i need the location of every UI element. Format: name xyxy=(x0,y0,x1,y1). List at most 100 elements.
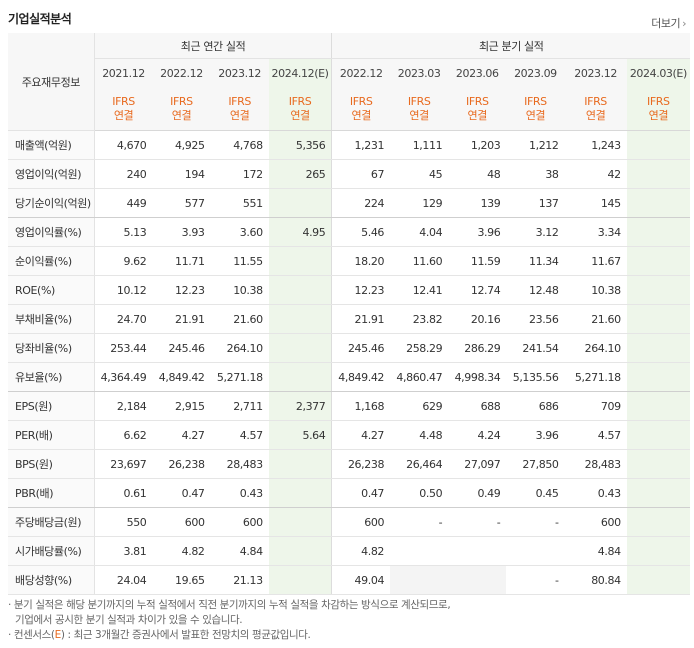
value-cell: 688 xyxy=(448,391,507,421)
ifrs-header: IFRS 연결 xyxy=(331,88,391,131)
value-cell: 12.48 xyxy=(506,275,565,305)
row-label: 매출액(억원) xyxy=(8,130,95,160)
value-cell: 194 xyxy=(152,159,211,189)
value-cell: 4.84 xyxy=(210,536,269,566)
value-cell: 67 xyxy=(331,159,391,189)
value-cell: 4.82 xyxy=(152,536,211,566)
note-1: · 분기 실적은 해당 분기까지의 누적 실적에서 직전 분기까지의 누적 실적… xyxy=(8,599,451,611)
value-cell: 9.62 xyxy=(94,246,153,276)
value-cell: 28,483 xyxy=(210,449,269,479)
basis-label: 연결 xyxy=(467,109,488,122)
more-link[interactable]: 더보기 › xyxy=(651,15,686,31)
period-header: 2023.03 xyxy=(390,58,449,88)
ifrs-label: IFRS xyxy=(524,95,547,108)
value-cell: 600 xyxy=(152,507,211,537)
table-row: 배당성향(%) 24.04 19.65 21.13 49.04 -80.84 xyxy=(8,565,690,595)
value-cell: 1,243 xyxy=(564,130,627,160)
value-cell: 4.04 xyxy=(390,217,449,247)
ifrs-header: IFRS 연결 xyxy=(94,88,153,131)
value-cell: 20.16 xyxy=(448,304,507,334)
value-cell: 5.13 xyxy=(94,217,153,247)
value-cell: 24.70 xyxy=(94,304,153,334)
value-cell: 4,364.49 xyxy=(94,362,153,392)
value-cell xyxy=(268,565,332,595)
basis-label: 연결 xyxy=(585,109,606,122)
value-cell: 12.23 xyxy=(331,275,391,305)
value-cell xyxy=(506,536,565,566)
value-cell: 172 xyxy=(210,159,269,189)
value-cell: 600 xyxy=(210,507,269,537)
table-row: PBR(배) 0.61 0.47 0.43 0.47 0.50 0.49 0.45 0.43 xyxy=(8,478,690,508)
value-cell: 23.82 xyxy=(390,304,449,334)
value-cell xyxy=(626,130,690,160)
value-cell xyxy=(626,507,690,537)
value-cell: 577 xyxy=(152,188,211,218)
value-cell: 3.96 xyxy=(448,217,507,247)
ifrs-label: IFRS xyxy=(170,95,193,108)
value-cell: 11.55 xyxy=(210,246,269,276)
value-cell xyxy=(626,420,690,450)
value-cell: 21.60 xyxy=(564,304,627,334)
value-cell: 264.10 xyxy=(564,333,627,363)
value-cell: 4,849.42 xyxy=(331,362,391,392)
value-cell: 26,238 xyxy=(331,449,391,479)
value-cell: 4.27 xyxy=(152,420,211,450)
basis-label: 연결 xyxy=(409,109,429,122)
value-cell: 3.60 xyxy=(210,217,269,247)
table-row: EPS(원) 2,184 2,915 2,711 2,377 1,168 629 688 686… xyxy=(8,391,690,421)
value-cell xyxy=(626,536,690,566)
value-cell: 10.38 xyxy=(564,275,627,305)
value-cell xyxy=(268,478,332,508)
value-cell xyxy=(626,159,690,189)
value-cell: 2,711 xyxy=(210,391,269,421)
row-label: 시가배당률(%) xyxy=(8,536,95,566)
table-row: PER(배) 6.62 4.27 4.57 5.64 4.27 4.48 4.24 3.96 4.… xyxy=(8,420,690,450)
row-label: EPS(원) xyxy=(8,391,95,421)
value-cell: 10.12 xyxy=(94,275,153,305)
value-cell: 6.62 xyxy=(94,420,153,450)
period-header: 2023.09 xyxy=(506,58,565,88)
table-body: 매출액(억원) 4,670 4,925 4,768 5,356 1,231 1,111 1,2… xyxy=(8,130,690,595)
value-cell: 18.20 xyxy=(331,246,391,276)
value-cell xyxy=(448,565,507,595)
value-cell: 11.60 xyxy=(390,246,449,276)
value-cell: 286.29 xyxy=(448,333,507,363)
value-cell: 12.23 xyxy=(152,275,211,305)
value-cell: 5.64 xyxy=(268,420,332,450)
row-label: 영업이익(억원) xyxy=(8,159,95,189)
value-cell: 26,464 xyxy=(390,449,449,479)
table-row: 매출액(억원) 4,670 4,925 4,768 5,356 1,231 1,111 1,2… xyxy=(8,130,690,160)
value-cell xyxy=(268,536,332,566)
value-cell: 1,168 xyxy=(331,391,391,421)
value-cell: 629 xyxy=(390,391,449,421)
value-cell: - xyxy=(506,507,565,537)
value-cell: 24.04 xyxy=(94,565,153,595)
value-cell: 1,203 xyxy=(448,130,507,160)
value-cell xyxy=(626,188,690,218)
value-cell: 2,184 xyxy=(94,391,153,421)
value-cell xyxy=(626,565,690,595)
value-cell: 11.71 xyxy=(152,246,211,276)
group-annual-header: 최근 연간 실적 xyxy=(94,33,332,59)
value-cell: 12.41 xyxy=(390,275,449,305)
section-title: 기업실적분석 xyxy=(8,12,72,26)
value-cell: 49.04 xyxy=(331,565,391,595)
note-1-cont: 기업에서 공시한 분기 실적과 차이가 있을 수 있습니다. xyxy=(15,614,243,626)
value-cell: 4,998.34 xyxy=(448,362,507,392)
header-group-row: 주요재무정보 최근 연간 실적 최근 분기 실적 xyxy=(8,33,690,131)
note-2: · 컨센서스(E) : 최근 3개월간 증권사에서 발표한 전망치의 평균값입니… xyxy=(8,629,311,641)
value-cell: 4,768 xyxy=(210,130,269,160)
basis-label: 연결 xyxy=(113,109,134,122)
value-cell: 245.46 xyxy=(331,333,391,363)
period-header: 2021.12 xyxy=(94,58,153,88)
value-cell: 11.59 xyxy=(448,246,507,276)
value-cell: 240 xyxy=(94,159,153,189)
ifrs-label: IFRS xyxy=(228,95,251,108)
value-cell: 4,925 xyxy=(152,130,211,160)
chevron-right-icon: › xyxy=(682,17,686,30)
value-cell: 129 xyxy=(390,188,449,218)
value-cell: 27,097 xyxy=(448,449,507,479)
value-cell xyxy=(626,217,690,247)
value-cell xyxy=(626,304,690,334)
value-cell xyxy=(268,449,332,479)
